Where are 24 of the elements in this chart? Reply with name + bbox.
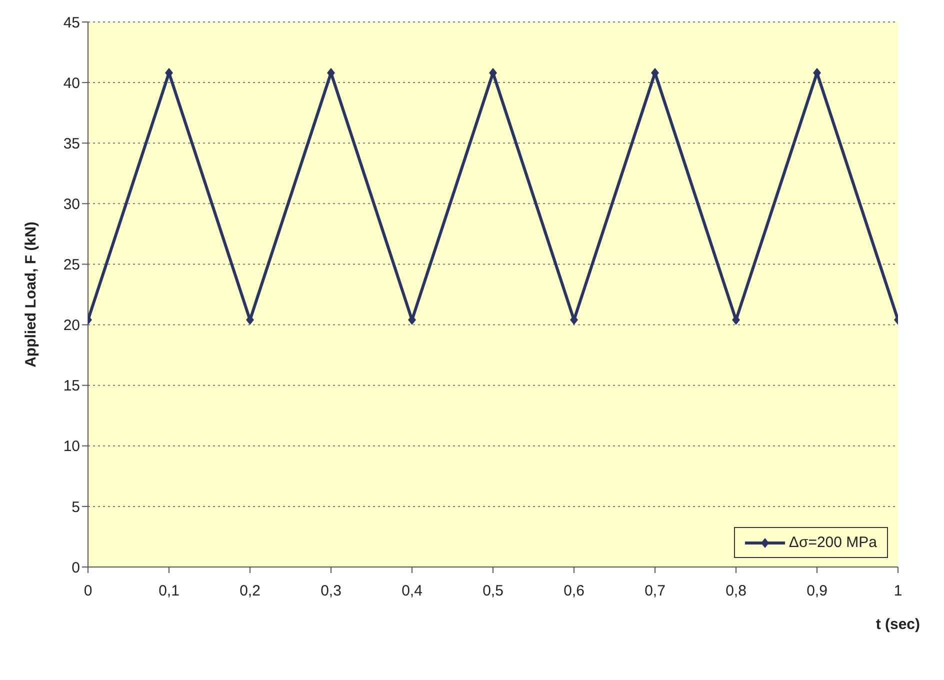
- x-tick-label: 0,2: [240, 582, 260, 600]
- y-tick-label: 30: [63, 196, 80, 213]
- x-axis-title: t (sec): [876, 616, 920, 633]
- y-tick-label: 40: [63, 74, 80, 92]
- x-tick-label: 0,4: [402, 582, 422, 600]
- y-tick-label: 15: [63, 378, 80, 395]
- x-tick-label: 0,5: [482, 582, 504, 600]
- x-tick-label: 0,8: [726, 582, 746, 600]
- y-axis-title: Applied Load, F (kN): [22, 222, 40, 368]
- x-tick-label: 0,7: [644, 582, 666, 600]
- x-tick-label: 0,1: [158, 582, 180, 600]
- x-tick-label: 0,3: [320, 582, 342, 600]
- y-tick-label: 5: [72, 498, 80, 516]
- x-tick-label: 1: [894, 582, 902, 600]
- x-tick-label: 0,9: [806, 582, 828, 600]
- y-tick-label: 25: [63, 256, 80, 274]
- x-tick-label: 0,6: [564, 582, 584, 600]
- y-tick-label: 0: [72, 559, 80, 576]
- y-tick-label: 35: [63, 135, 80, 152]
- legend-label: Δσ=200 MPa: [788, 534, 877, 551]
- x-tick-label: 0: [84, 582, 92, 600]
- y-tick-label: 10: [63, 438, 80, 456]
- y-tick-label: 45: [63, 14, 80, 32]
- y-tick-label: 20: [63, 317, 80, 334]
